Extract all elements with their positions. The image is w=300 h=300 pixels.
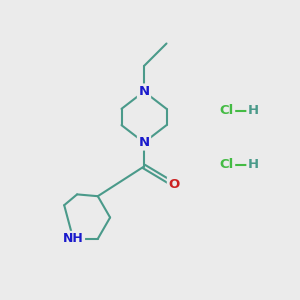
Text: N: N xyxy=(138,85,150,98)
Text: H: H xyxy=(248,158,259,172)
Text: Cl: Cl xyxy=(219,104,234,118)
Text: O: O xyxy=(168,178,180,191)
Text: H: H xyxy=(248,104,259,118)
Text: Cl: Cl xyxy=(219,158,234,172)
Text: N: N xyxy=(138,136,150,149)
Text: NH: NH xyxy=(63,232,84,245)
